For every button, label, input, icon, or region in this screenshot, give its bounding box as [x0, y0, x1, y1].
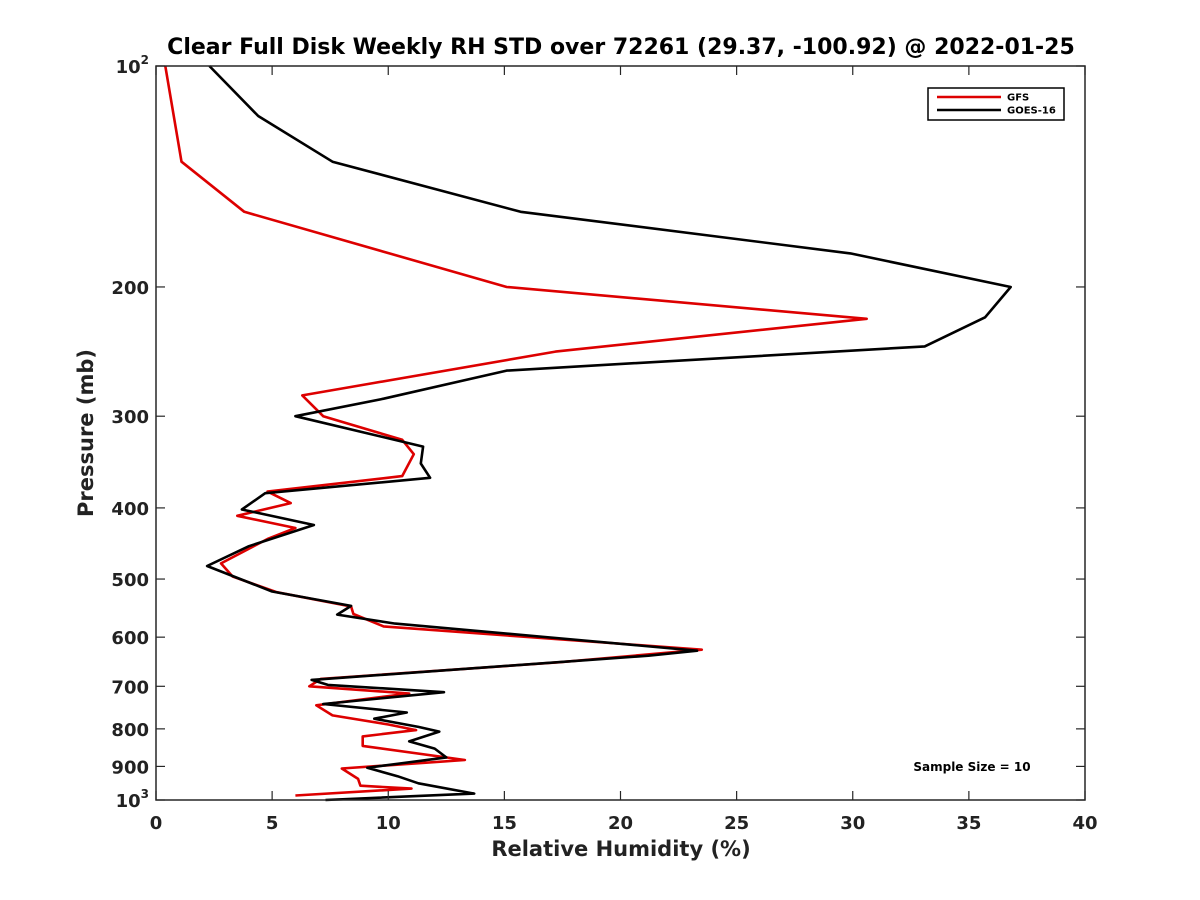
- y-tick-label: 700: [111, 677, 149, 698]
- y-tick-label: 600: [111, 628, 149, 649]
- y-tick-label: 300: [111, 407, 149, 428]
- series-line-goes-16: [205, 65, 1012, 802]
- y-axis: 102 200 300 400 500 600 700 800 900 103: [111, 53, 1085, 812]
- x-tick-label: 30: [840, 813, 865, 834]
- y-axis-label: Pressure (mb): [74, 349, 98, 517]
- y-tick-label: 103: [116, 787, 149, 812]
- y-tick-label: 400: [111, 499, 149, 520]
- x-tick-label: 15: [492, 813, 517, 834]
- x-tick-label: 25: [724, 813, 749, 834]
- chart-title: Clear Full Disk Weekly RH STD over 72261…: [167, 35, 1075, 60]
- legend-box: [927, 87, 1065, 121]
- axes-frame: [155, 65, 1086, 801]
- x-tick-label: 0: [150, 813, 163, 834]
- y-tick-label: 900: [111, 757, 149, 778]
- series-layer: [164, 65, 1012, 802]
- y-tick-label: 102: [116, 53, 149, 78]
- x-axis-label: Relative Humidity (%): [491, 837, 750, 861]
- y-tick-label: 800: [111, 720, 149, 741]
- x-tick-label: 5: [266, 813, 279, 834]
- sample-size-annotation: Sample Size = 10: [913, 760, 1030, 774]
- x-tick-label: 10: [376, 813, 401, 834]
- legend: GFS GOES-16: [927, 87, 1065, 121]
- y-tick-label: 200: [111, 278, 149, 299]
- y-tick-label: 500: [111, 570, 149, 591]
- x-tick-label: 35: [956, 813, 981, 834]
- legend-label: GOES-16: [1007, 106, 1056, 117]
- x-tick-label: 20: [608, 813, 633, 834]
- x-tick-label: 40: [1072, 813, 1097, 834]
- x-axis: 0 5 10 15 20 25 30 35 40: [150, 66, 1098, 834]
- legend-label: GFS: [1007, 93, 1029, 104]
- series-line-gfs: [164, 65, 868, 797]
